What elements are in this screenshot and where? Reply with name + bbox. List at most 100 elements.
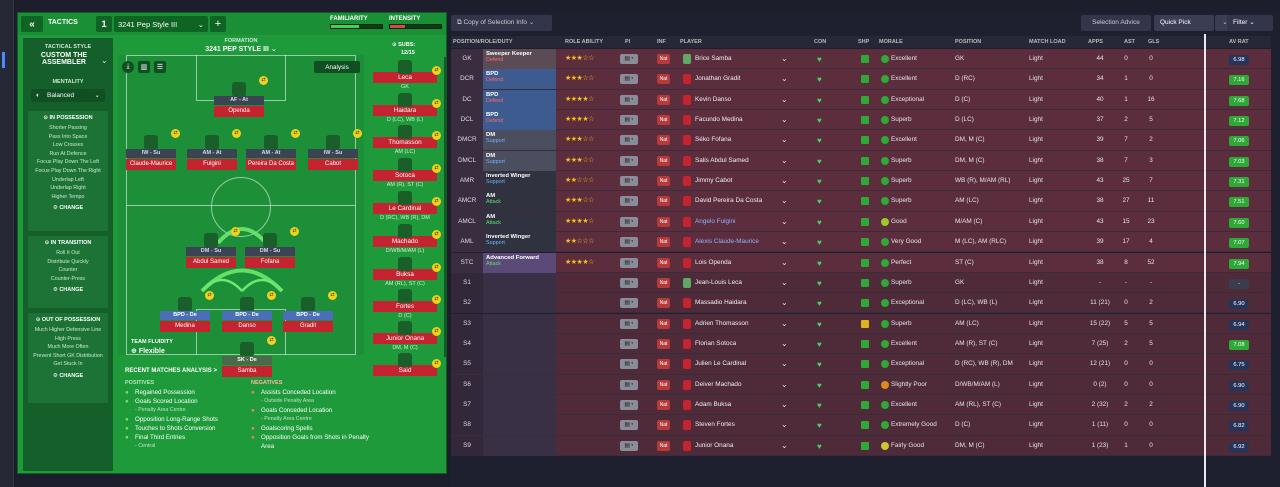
table-row[interactable]: DMCL DM Support ★★★☆☆ ▤◔ Nat Salis Abdul Samed… [451,150,1271,171]
stats-icon[interactable]: ▥ [138,61,150,73]
role-duty-selector[interactable]: BPD Defend [483,69,556,90]
subs-scrollbar[interactable] [444,57,446,357]
sub-player[interactable]: Machado D/WB/M/AM (L) [373,224,437,254]
chevron-down-icon[interactable]: ⌄ [781,237,788,247]
player-name[interactable]: Brice Samba [695,55,732,62]
info-icon[interactable]: Nat [657,74,670,85]
info-icon[interactable]: Nat [657,399,670,410]
player-instructions-icon[interactable]: ▤◔ [620,277,638,288]
player-name[interactable]: Julien Le Cardinal [695,360,747,368]
role-duty-selector[interactable]: AM Attack [483,211,556,232]
player-name-chip[interactable]: Danso [222,321,272,332]
chevron-down-icon[interactable]: ⌄ [781,196,788,206]
chevron-down-icon[interactable]: ⌄ [781,338,788,348]
info-icon[interactable]: Nat [657,420,670,431]
add-tactic-button[interactable]: + [210,16,226,32]
chevron-down-icon[interactable]: ⌄ [781,318,788,328]
player-role-tag[interactable]: DM - Su [186,247,236,256]
player-role-tag[interactable]: BPD - De [283,311,333,320]
chevron-down-icon[interactable]: ⌄ [781,420,788,430]
quick-pick-button[interactable]: Quick Pick [1154,15,1214,31]
column-header[interactable]: AST [1124,39,1135,45]
info-icon[interactable]: Nat [657,338,670,349]
sub-player-name[interactable]: Sotoca [373,170,437,181]
column-header[interactable]: INF [657,39,666,45]
player-instructions-icon[interactable]: ▤◔ [620,440,638,451]
player-shirt-icon[interactable] [204,233,218,247]
chevron-down-icon[interactable]: ⌄ [781,94,788,104]
table-row[interactable]: S8 ▤◔ Nat Steven Fortes ⌄ ♥ Extremely Good D (C… [451,415,1271,436]
player-shirt-icon[interactable] [263,233,277,247]
player-shirt-icon[interactable] [232,82,246,96]
player-name[interactable]: Florian Sotoca [695,339,737,347]
player-instructions-icon[interactable]: ▤◔ [620,379,638,390]
chevron-down-icon[interactable]: ⌄ [781,359,788,369]
player-instructions-icon[interactable]: ▤◔ [620,359,638,370]
table-row[interactable]: S9 ▤◔ Nat Junior Onana ⌄ ♥ Fairly Good DM, M (C… [451,435,1271,456]
player-name[interactable]: Salis Abdul Samed [695,156,749,164]
player-instructions-icon[interactable]: ▤◔ [620,338,638,349]
change-button[interactable]: ⚙ CHANGE [52,287,84,294]
table-row[interactable]: AMCR AM Attack ★★★☆☆ ▤◔ Nat David Pereira Da C… [451,191,1271,212]
player-instructions-icon[interactable]: ▤◔ [620,176,638,187]
table-row[interactable]: AMCL AM Attack ★★★★☆ ▤◔ Nat Angelo Fulgini ⌄ ♥ Go… [451,211,1271,233]
column-header[interactable]: POSITION [955,39,982,45]
player-role-tag[interactable]: BPD - De [222,311,272,320]
player-role-tag[interactable]: DM - Su [245,247,295,256]
chevron-down-icon[interactable]: ⌄ [781,257,788,267]
change-button[interactable]: ⚙ CHANGE [52,372,84,379]
info-icon[interactable]: Nat [657,115,670,126]
info-icon[interactable]: Nat [657,440,670,451]
table-scrollbar[interactable] [1204,34,1206,487]
chevron-down-icon[interactable]: ⌄ [781,379,788,389]
table-row[interactable]: DCL BPD Defend ★★★★☆ ▤◔ Nat Facundo Medina ⌄ ♥ Su… [451,110,1271,131]
sub-player-name[interactable]: Junior Onana [373,333,437,344]
role-duty-selector[interactable] [483,313,556,334]
info-icon[interactable]: Nat [657,237,670,248]
role-duty-selector[interactable]: DM Support [483,150,556,171]
role-duty-selector[interactable]: BPD Defend [483,110,556,131]
player-name[interactable]: Adrien Thomasson [695,319,749,327]
role-duty-selector[interactable] [483,374,556,395]
chevron-down-icon[interactable]: ⌄ [781,155,788,165]
role-duty-selector[interactable] [483,333,556,354]
role-duty-selector[interactable]: BPD Defend [483,89,556,110]
player-name[interactable]: Jean-Louis Leca [695,278,742,286]
sub-player-name[interactable]: Le Cardinal [373,203,437,214]
player-role-tag[interactable]: IW - Su [126,149,176,158]
table-row[interactable]: S7 ▤◔ Nat Adam Buksa ⌄ ♥ Excellent AM (RL), ST … [451,394,1271,416]
info-icon[interactable]: Nat [657,216,670,227]
player-name[interactable]: Angelo Fulgini [695,217,736,225]
sub-player[interactable]: Said [373,353,437,377]
player-instructions-icon[interactable]: ▤◔ [620,257,638,268]
intensity-bar[interactable] [389,24,442,29]
player-name[interactable]: Adam Buksa [695,400,732,408]
info-icon[interactable]: Nat [657,155,670,166]
info-icon[interactable]: Nat [657,176,670,187]
selection-advice-button[interactable]: Selection Advice [1081,15,1151,31]
chevron-down-icon[interactable]: ⌄ [781,135,788,145]
sub-player-name[interactable]: Said [373,365,437,376]
chevron-down-icon[interactable]: ⌄ [781,399,788,409]
sub-player-name[interactable]: Fortes [373,301,437,312]
player-role-tag[interactable]: AF - At [214,96,264,105]
player-instructions-icon[interactable]: ▤◔ [620,420,638,431]
table-row[interactable]: AML Inverted Winger Support ★★☆☆☆ ▤◔ Nat Alexi… [451,232,1271,253]
column-header[interactable]: PLAYER [680,39,702,45]
chevron-down-icon[interactable]: ⌄ [781,216,788,226]
info-icon[interactable]: Nat [657,135,670,146]
sub-player-name[interactable]: Leca [373,72,437,83]
player-name-chip[interactable]: Pereira Da Costa [246,159,296,170]
role-duty-selector[interactable]: Inverted Winger Support [483,171,556,192]
player-role-tag[interactable]: AM - At [246,149,296,158]
sub-player[interactable]: Buksa AM (RL), ST (C) [373,257,437,287]
download-icon[interactable]: ⤓ [122,61,134,73]
info-icon[interactable]: Nat [657,318,670,329]
sub-player[interactable]: Junior Onana DM, M (C) [373,321,437,351]
role-duty-selector[interactable]: AM Attack [483,191,556,212]
formation-name[interactable]: 3241 PEP STYLE III ⌄ [205,46,277,53]
chevron-down-icon[interactable]: ⌄ [781,298,788,308]
column-header[interactable]: CON [814,39,827,45]
info-icon[interactable]: Nat [657,298,670,309]
player-name[interactable]: Steven Fortes [695,421,735,429]
